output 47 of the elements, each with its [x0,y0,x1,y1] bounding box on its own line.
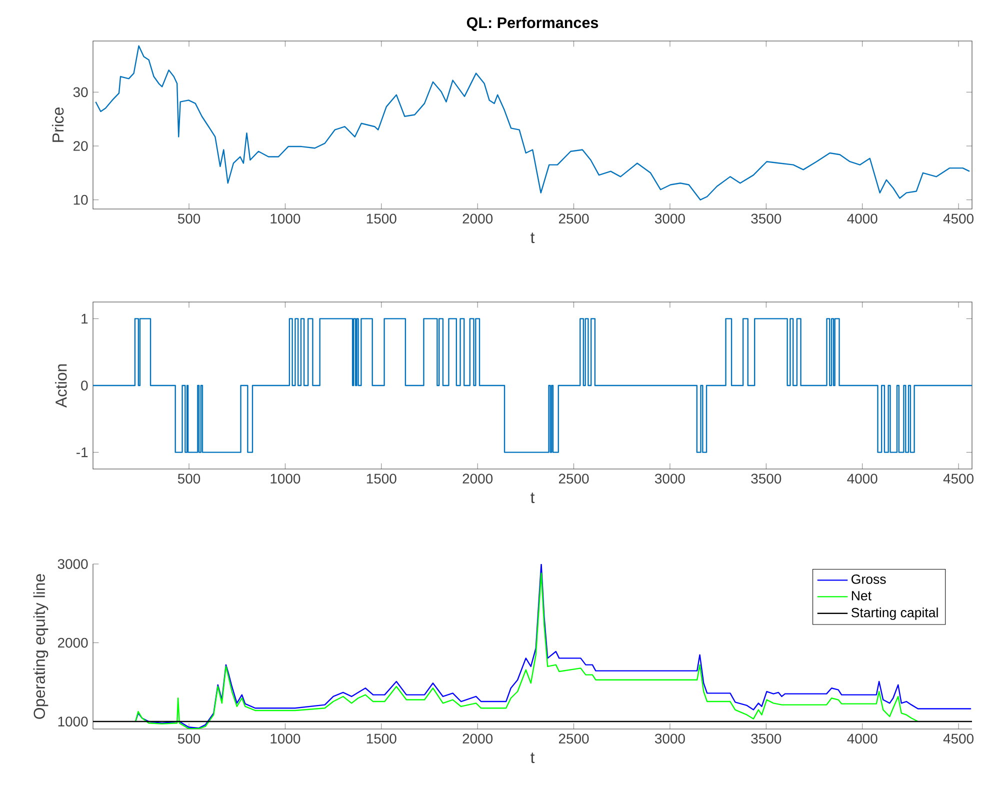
y-tick-label: 10 [74,194,88,205]
x-tick-label: 2000 [462,214,493,224]
x-tick-label: 2500 [558,214,589,224]
y-tick-label: 3000 [58,559,88,569]
x-tick-label: 4000 [847,474,878,484]
x-tick-label: 1500 [366,214,396,224]
x-tick-label: 3500 [751,474,782,484]
x-tick-label: 500 [178,214,200,224]
line-series [95,45,970,200]
x-tick-label: 2000 [462,474,493,484]
x-tick-label: 3000 [654,474,685,484]
x-tick-label: 2500 [558,474,589,484]
x-tick-label: 1500 [366,734,396,744]
y-tick-label: 0 [81,380,88,390]
x-axis-title: t [530,232,535,244]
x-tick-label: 1000 [270,474,300,484]
x-tick-label: 4000 [847,214,878,224]
x-tick-label: 500 [178,474,200,484]
y-tick-label: 20 [74,141,88,151]
y-tick-label: 1 [82,314,88,324]
x-tick-label: 2500 [558,734,589,744]
x-tick-label: 4500 [943,474,974,484]
x-axis-title: t [530,492,535,504]
x-tick-label: 3500 [751,734,782,744]
x-tick-label: 500 [178,734,200,744]
x-tick-label: 4500 [943,214,974,224]
x-tick-label: 2000 [462,734,493,744]
y-axis-title: Operating equity line [33,574,48,719]
y-tick-label: 1000 [58,716,88,726]
x-tick-label: 1500 [366,474,396,484]
y-tick-label: 30 [73,87,88,98]
legend-label: Starting capital [851,608,938,620]
legend-label: Gross [852,574,886,584]
x-tick-label: 4000 [847,734,878,744]
x-tick-label: 3000 [654,734,685,744]
legend-label: Net [852,591,872,600]
chart-title: QL: Performances [466,16,598,31]
x-tick-label: 1000 [270,734,300,744]
x-axis-title: t [530,752,535,764]
x-tick-label: 3500 [751,214,782,224]
y-axis-title: Price [52,108,64,142]
x-tick-label: 3000 [654,214,685,224]
y-tick-label: 2000 [58,638,88,648]
x-tick-label: 4500 [943,734,974,744]
x-tick-label: 1000 [270,214,300,224]
y-tick-label: -1 [76,448,88,458]
y-axis-title: Action [55,364,67,408]
